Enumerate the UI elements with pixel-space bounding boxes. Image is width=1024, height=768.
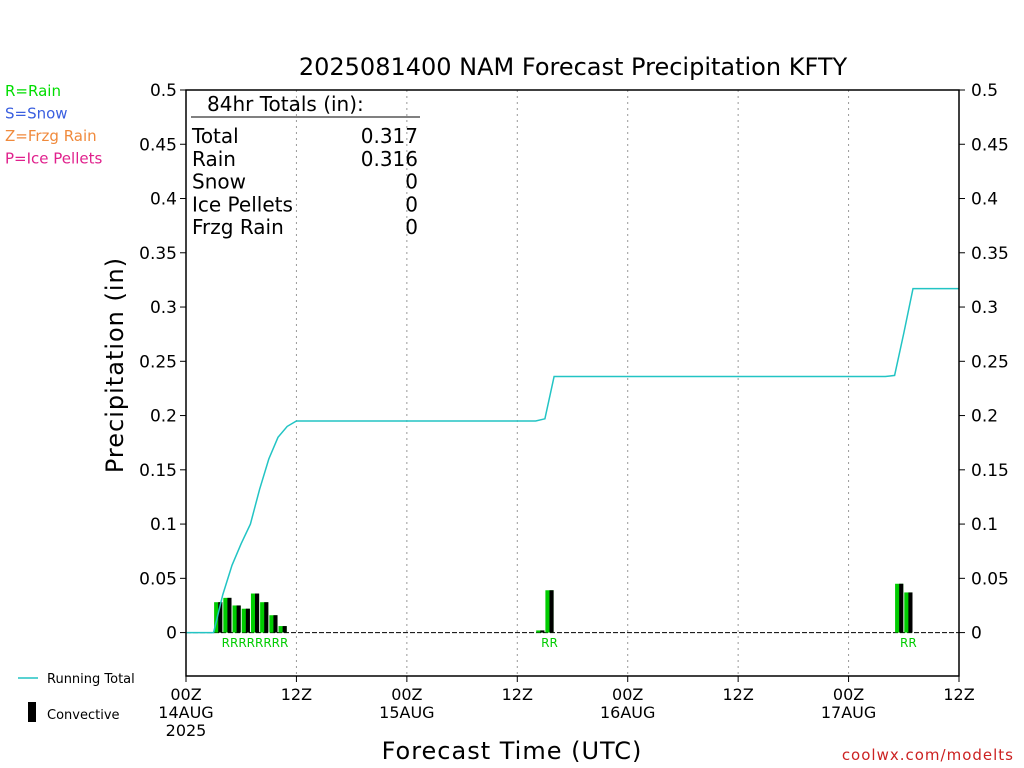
running-total-line-group — [186, 287, 959, 634]
x-tick-label: 12Z — [943, 685, 974, 704]
x-axis-label: Forecast Time (UTC) — [382, 737, 643, 765]
x-tick-label: 12Z — [502, 685, 533, 704]
totals-label: Ice Pellets — [192, 192, 293, 216]
y-tick-label-left: 0.05 — [139, 569, 177, 589]
convective-bar — [218, 602, 223, 633]
totals-label: Snow — [192, 170, 246, 194]
chart-title: 2025081400 NAM Forecast Precipitation KF… — [299, 53, 848, 81]
y-tick-label-right: 0.3 — [971, 298, 998, 318]
rain-bar — [223, 597, 232, 633]
convective-legend-label: Convective — [47, 708, 120, 723]
totals-value: 0.317 — [361, 124, 418, 148]
y-tick-label-left: 0.3 — [150, 298, 177, 318]
y-tick-label-right: 0.35 — [971, 244, 1009, 264]
convective-bar — [549, 590, 554, 633]
x-tick-label: 00Z — [612, 685, 643, 704]
rain-bar — [241, 608, 250, 633]
convective-bar — [540, 630, 545, 633]
y-axis-label: Precipitation (in) — [101, 257, 129, 473]
x-tick-label: 12Z — [281, 685, 312, 704]
precip-type-label: RR — [900, 636, 917, 650]
totals-value: 0 — [405, 192, 418, 216]
convective-bar — [255, 593, 260, 633]
convective-bar — [282, 626, 287, 633]
running-total-legend-label: Running Total — [47, 672, 135, 687]
grid-lines — [186, 90, 959, 676]
precip-type-label: RRRRRRRR — [222, 636, 289, 650]
y-tick-label-left: 0.5 — [150, 81, 177, 101]
y-tick-label-right: 0.1 — [971, 515, 998, 535]
totals-value: 0.316 — [361, 147, 418, 171]
y-axis: 0 00.05 0.050.1 0.10.15 0.150.2 0.20.25 0.250.… — [139, 81, 1009, 644]
series-legend: Running Total Convective — [18, 672, 135, 723]
precip-type-label: RR — [541, 636, 558, 650]
y-tick-label-right: 0.05 — [971, 569, 1009, 589]
running-total-line — [186, 287, 959, 634]
totals-value: 0 — [405, 170, 418, 194]
y-tick-label-left: 0.1 — [150, 515, 177, 535]
x-tick-label: 00Z — [833, 685, 864, 704]
y-tick-label-right: 0 — [971, 624, 982, 644]
convective-legend-swatch — [28, 702, 36, 722]
x-tick-label: 00Z — [391, 685, 422, 704]
y-tick-label-left: 0.25 — [139, 352, 177, 372]
watermark: coolwx.com/modelts — [842, 746, 1014, 764]
x-tick-label: 2025 — [166, 721, 207, 740]
y-tick-label-left: 0.2 — [150, 407, 177, 427]
precip-bars: RRRRRRRR RR RR — [214, 583, 917, 650]
precip-type-legend: R=Rain S=Snow Z=Frzg Rain P=Ice Pellets — [5, 82, 102, 168]
totals-box: 84hr Totals (in): Total 0.317 Rain 0.316 Sno… — [191, 92, 420, 239]
convective-bar — [236, 605, 241, 633]
y-tick-label-right: 0.25 — [971, 352, 1009, 372]
x-tick-label: 15AUG — [379, 703, 434, 722]
type-legend-entry: P=Ice Pellets — [5, 150, 102, 168]
x-tick-label: 17AUG — [821, 703, 876, 722]
y-tick-label-right: 0.45 — [971, 135, 1009, 155]
convective-bar — [899, 583, 904, 633]
convective-bar — [273, 615, 278, 633]
y-tick-label-left: 0.4 — [150, 190, 177, 210]
totals-label: Rain — [192, 147, 236, 171]
y-tick-label-left: 0.35 — [139, 244, 177, 264]
y-tick-label-left: 0.15 — [139, 461, 177, 481]
convective-bar — [908, 592, 913, 633]
y-tick-label-right: 0.2 — [971, 407, 998, 427]
totals-label: Frzg Rain — [192, 215, 284, 239]
x-tick-label: 00Z — [170, 685, 201, 704]
y-tick-label-right: 0.5 — [971, 81, 998, 101]
x-tick-label: 12Z — [722, 685, 753, 704]
plot-frame — [185, 89, 960, 677]
y-tick-label-left: 0 — [166, 624, 177, 644]
convective-bar — [227, 597, 232, 633]
x-tick-label: 14AUG — [158, 703, 213, 722]
convective-bar — [264, 602, 269, 633]
y-tick-label-right: 0.15 — [971, 461, 1009, 481]
x-tick-label: 16AUG — [600, 703, 655, 722]
convective-bar — [245, 608, 250, 633]
totals-heading: 84hr Totals (in): — [207, 92, 364, 116]
type-legend-entry: R=Rain — [5, 82, 61, 100]
y-tick-label-right: 0.4 — [971, 190, 998, 210]
y-tick-label-left: 0.45 — [139, 135, 177, 155]
totals-value: 0 — [405, 215, 418, 239]
totals-label: Total — [191, 124, 239, 148]
type-legend-entry: S=Snow — [5, 105, 68, 123]
type-legend-entry: Z=Frzg Rain — [5, 127, 97, 145]
